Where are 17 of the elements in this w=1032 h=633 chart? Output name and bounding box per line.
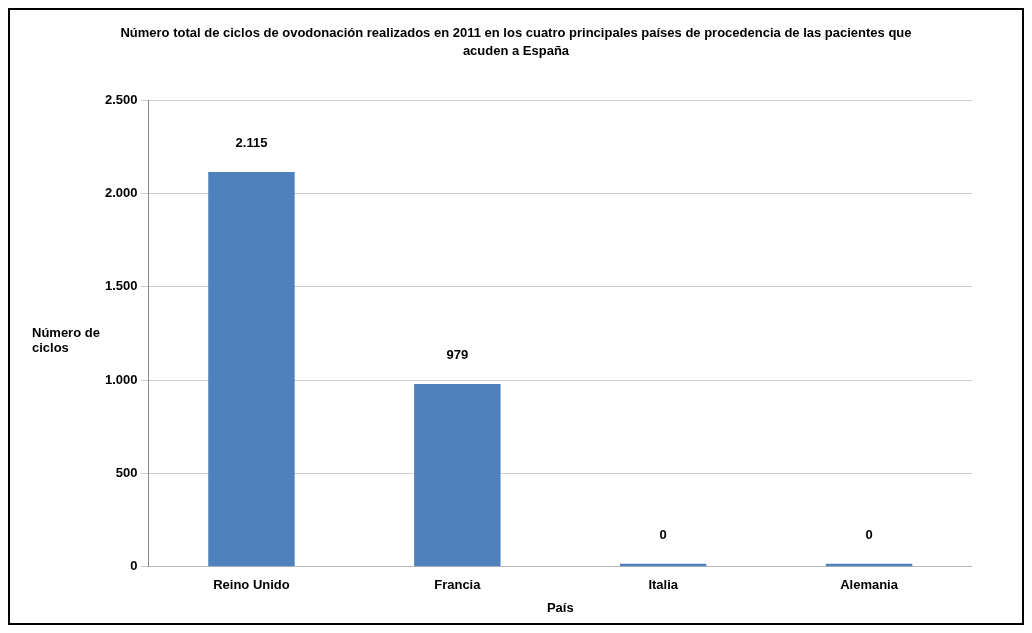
x-tick-label: Reino Unido	[213, 577, 290, 593]
x-tick-label: Francia	[434, 577, 482, 593]
data-label: 2.115	[235, 134, 268, 150]
x-tick-label: Italia	[648, 577, 679, 593]
y-tick-label: 2.500	[104, 91, 138, 107]
chart-title: Número total de ciclos de ovodonación realizados en 2011 en los cuatro principales países de procedencia de las pacientes que acuden a España	[119, 24, 913, 60]
x-tick-label: Alemania	[840, 577, 899, 593]
data-label: 979	[446, 347, 469, 363]
y-tick-label: 0	[130, 558, 138, 574]
y-tick-label: 2.000	[104, 184, 138, 200]
y-tick-label: 1.500	[104, 278, 138, 294]
data-label: 0	[865, 526, 873, 542]
x-axis-title: País	[546, 599, 574, 615]
y-axis-title: Número de ciclos	[31, 325, 101, 355]
y-tick-label: 1.000	[104, 371, 138, 387]
data-label: 0	[659, 526, 667, 542]
y-tick-label: 500	[115, 465, 138, 481]
